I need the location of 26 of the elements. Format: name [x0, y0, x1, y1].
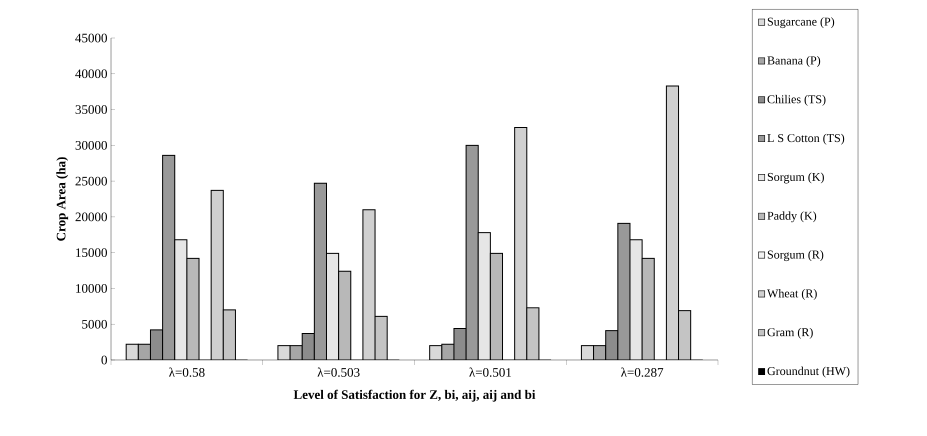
y-tick-label: 45000 — [75, 34, 107, 42]
legend-label: L S Cotton (TS) — [767, 134, 844, 145]
legend-label: Paddy (K) — [767, 211, 816, 222]
x-tick-label: λ=0.503 — [318, 368, 360, 377]
y-tick-label: 30000 — [76, 140, 107, 150]
y-tick-label: 5000 — [82, 320, 107, 329]
legend-label: Wheat (R) — [767, 288, 817, 300]
y-axis-title: Crop Area (ha) — [56, 157, 68, 241]
x-tick-label: λ=0.287 — [621, 368, 664, 377]
y-tick-label: 10000 — [76, 284, 107, 293]
y-tick-label: 20000 — [76, 212, 107, 222]
y-tick-label: 40000 — [75, 69, 107, 78]
x-axis-title: Level of Satisfaction for Z, bi, aij, aij and bi — [294, 390, 536, 402]
y-tick-label: 0 — [101, 356, 107, 364]
legend-label: Groundnut (HW) — [768, 366, 850, 378]
x-tick-label: λ=0.501 — [469, 368, 512, 377]
legend-label: Sugarcane (P) — [768, 17, 834, 28]
y-tick-label: 15000 — [76, 248, 107, 258]
legend-label: Sorgum (K) — [768, 172, 824, 184]
legend-label: Chilies (TS) — [768, 94, 826, 106]
legend-label: Banana (P) — [767, 56, 820, 67]
x-tick-label: λ=0.58 — [169, 368, 205, 377]
legend-label: Gram (R) — [768, 328, 813, 339]
legend-label: Sorgum (R) — [768, 250, 824, 262]
y-tick-label: 35000 — [76, 105, 107, 114]
y-tick-label: 25000 — [76, 176, 107, 186]
